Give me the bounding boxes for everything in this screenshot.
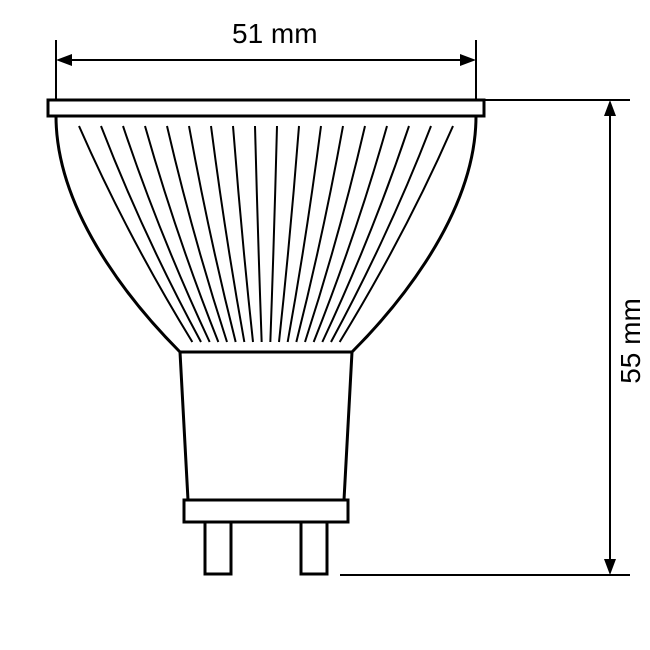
ribs — [79, 126, 453, 342]
body-left — [56, 116, 180, 352]
dim-width-arrow-r — [460, 54, 476, 66]
collar — [184, 500, 348, 522]
dim-height-arrow-b — [604, 559, 616, 575]
dimension-width-label: 51 mm — [232, 18, 318, 50]
pin-left — [205, 522, 231, 574]
dim-height-arrow-t — [604, 100, 616, 116]
body-right — [352, 116, 476, 352]
cup — [180, 352, 352, 500]
pin-right — [301, 522, 327, 574]
rim — [48, 100, 484, 116]
dim-width-arrow-l — [56, 54, 72, 66]
diagram-stage: 51 mm 55 mm — [0, 0, 650, 650]
dimension-height-label: 55 mm — [615, 298, 647, 384]
bulb-drawing — [0, 0, 650, 650]
